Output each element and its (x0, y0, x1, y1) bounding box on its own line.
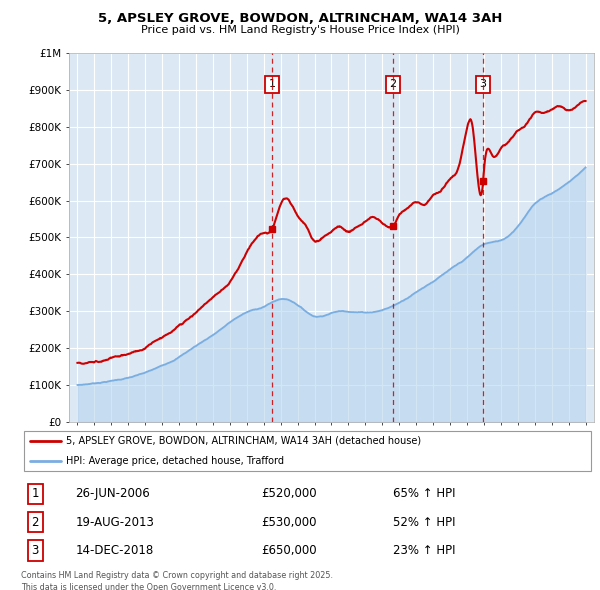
Text: 14-DEC-2018: 14-DEC-2018 (76, 544, 154, 557)
Text: 1: 1 (269, 80, 275, 90)
Text: 23% ↑ HPI: 23% ↑ HPI (394, 544, 456, 557)
Text: HPI: Average price, detached house, Trafford: HPI: Average price, detached house, Traf… (65, 456, 284, 466)
Text: 19-AUG-2013: 19-AUG-2013 (76, 516, 154, 529)
Text: 65% ↑ HPI: 65% ↑ HPI (394, 487, 456, 500)
Text: 52% ↑ HPI: 52% ↑ HPI (394, 516, 456, 529)
Text: 3: 3 (32, 544, 39, 557)
Text: 1: 1 (32, 487, 39, 500)
Text: £530,000: £530,000 (262, 516, 317, 529)
Text: 5, APSLEY GROVE, BOWDON, ALTRINCHAM, WA14 3AH: 5, APSLEY GROVE, BOWDON, ALTRINCHAM, WA1… (98, 12, 502, 25)
Text: £520,000: £520,000 (262, 487, 317, 500)
Text: 3: 3 (479, 80, 487, 90)
Text: 26-JUN-2006: 26-JUN-2006 (76, 487, 150, 500)
Text: Price paid vs. HM Land Registry's House Price Index (HPI): Price paid vs. HM Land Registry's House … (140, 25, 460, 35)
Text: £650,000: £650,000 (262, 544, 317, 557)
Text: 2: 2 (32, 516, 39, 529)
Text: 5, APSLEY GROVE, BOWDON, ALTRINCHAM, WA14 3AH (detached house): 5, APSLEY GROVE, BOWDON, ALTRINCHAM, WA1… (65, 436, 421, 446)
Text: Contains HM Land Registry data © Crown copyright and database right 2025.
This d: Contains HM Land Registry data © Crown c… (21, 571, 333, 590)
Text: 2: 2 (389, 80, 397, 90)
FancyBboxPatch shape (24, 431, 591, 471)
